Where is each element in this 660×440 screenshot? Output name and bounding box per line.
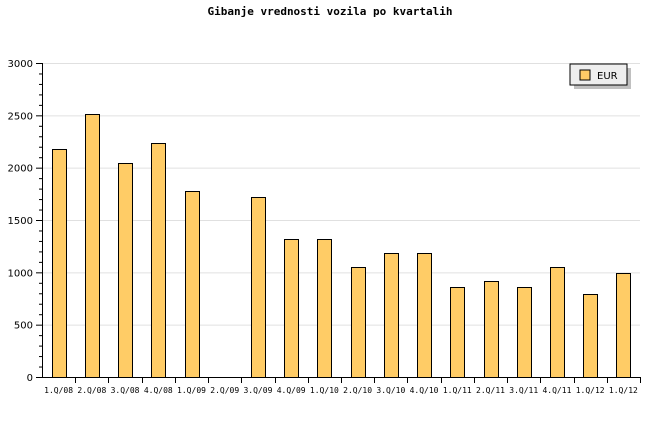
x-tick-label: 3.Q/10 bbox=[376, 386, 405, 395]
x-tick-label: 1.Q/12 bbox=[576, 386, 605, 395]
y-tick-label: 2500 bbox=[8, 111, 33, 122]
x-tick-label: 1.Q/11 bbox=[443, 386, 472, 395]
legend-label: EUR bbox=[597, 71, 618, 82]
bar bbox=[85, 114, 100, 378]
y-tick-label: 3000 bbox=[8, 59, 33, 70]
x-tick-label: 4.Q/08 bbox=[144, 386, 173, 395]
bar bbox=[317, 239, 332, 378]
y-tick-label: 500 bbox=[14, 321, 33, 332]
x-tick-label: 2.Q/11 bbox=[476, 386, 505, 395]
bar bbox=[351, 267, 366, 378]
legend: EUR bbox=[569, 63, 631, 89]
x-tick-label: 1.Q/09 bbox=[177, 386, 206, 395]
bar bbox=[517, 287, 532, 378]
bar bbox=[450, 287, 465, 378]
bar bbox=[583, 294, 598, 378]
bar bbox=[251, 197, 266, 378]
bar bbox=[484, 281, 499, 378]
bar bbox=[550, 267, 565, 378]
y-tick-label: 2000 bbox=[8, 164, 33, 175]
x-tick-label: 3.Q/08 bbox=[111, 386, 140, 395]
bar bbox=[151, 143, 166, 378]
y-tick-label: 1500 bbox=[8, 216, 33, 227]
x-tick-label: 2.Q/09 bbox=[210, 386, 239, 395]
x-tick-label: 1.Q/10 bbox=[310, 386, 339, 395]
x-tick-label: 1.Q/12 bbox=[609, 386, 638, 395]
x-tick-label: 4.Q/10 bbox=[410, 386, 439, 395]
bar bbox=[185, 191, 200, 378]
y-tick-label: 0 bbox=[27, 373, 33, 384]
x-tick-label: 2.Q/10 bbox=[343, 386, 372, 395]
x-tick-label: 3.Q/09 bbox=[243, 386, 272, 395]
x-tick-label: 4.Q/11 bbox=[542, 386, 571, 395]
chart-title: Gibanje vrednosti vozila po kvartalih bbox=[207, 5, 452, 18]
bar bbox=[417, 253, 432, 378]
axes: 0 500 1000 1500 2000 2500 3000 1.Q/08 2.Q/08 3.Q/… bbox=[8, 59, 641, 395]
bar bbox=[616, 273, 631, 378]
y-tick-label: 1000 bbox=[8, 268, 33, 279]
bar bbox=[384, 253, 399, 378]
bar bbox=[118, 163, 133, 378]
x-tick-label: 1.Q/08 bbox=[44, 386, 73, 395]
bars bbox=[52, 114, 631, 378]
x-tick-label: 4.Q/09 bbox=[277, 386, 306, 395]
bar bbox=[284, 239, 299, 378]
x-tick-label: 3.Q/11 bbox=[509, 386, 538, 395]
gridlines bbox=[42, 63, 640, 326]
bar bbox=[52, 149, 67, 378]
x-tick-label: 2.Q/08 bbox=[77, 386, 106, 395]
legend-swatch bbox=[579, 69, 591, 81]
